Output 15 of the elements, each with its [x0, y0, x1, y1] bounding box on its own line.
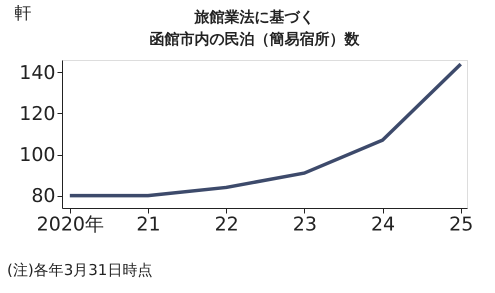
x-tick-label: 25: [449, 214, 474, 236]
text: (注)各年3月31日時点: [7, 261, 152, 279]
y-tick-label: 140: [19, 62, 56, 84]
y-tick-label: 100: [19, 144, 56, 166]
y-tick-label: 120: [19, 102, 56, 125]
x-tick-label: 2020年: [36, 214, 104, 236]
x-tick-label: 24: [370, 214, 396, 236]
text: 函館市内の民泊（簡易宿所）数: [150, 30, 360, 48]
text: 旅館業法に基づく: [194, 8, 314, 26]
x-tick-label: 22: [214, 214, 239, 236]
x-tick-label: 21: [136, 214, 161, 236]
y-axis-title: 軒: [14, 4, 32, 24]
x-tick-label: 23: [292, 214, 317, 236]
line-series: [68, 62, 462, 198]
y-tick-label: 80: [31, 185, 56, 208]
